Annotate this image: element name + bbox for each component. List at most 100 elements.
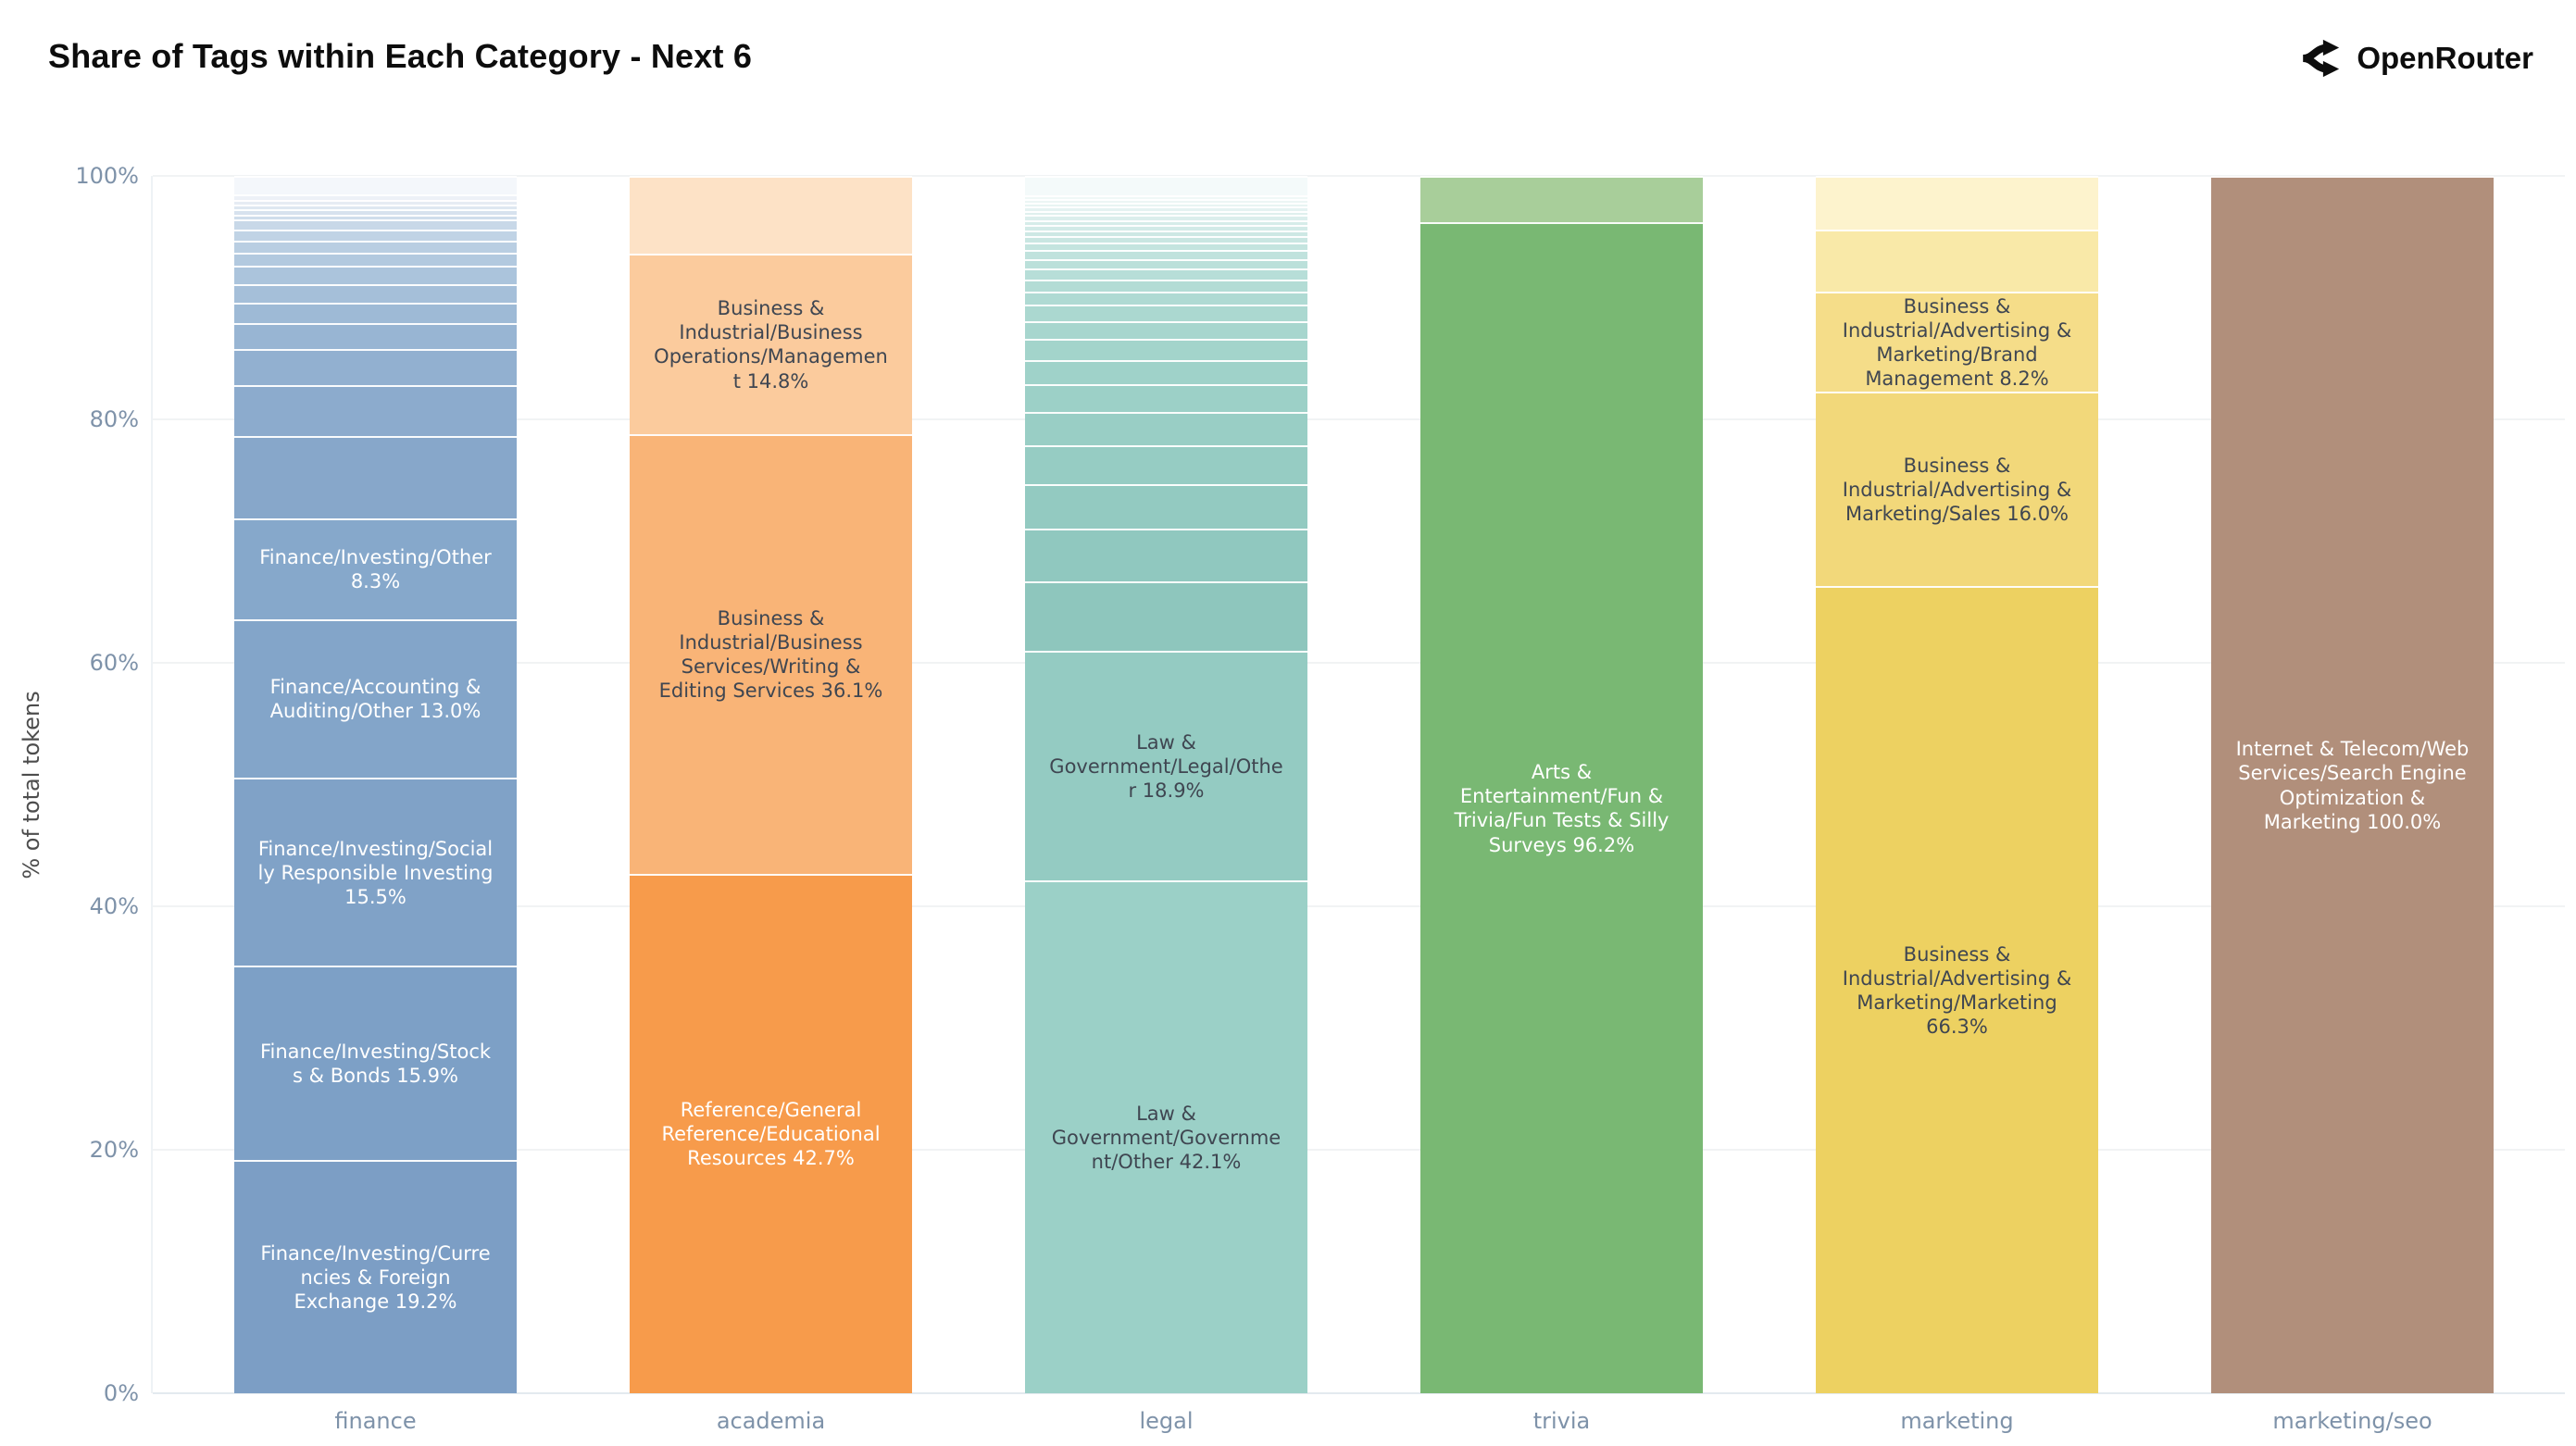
bar-segment[interactable] [1025,580,1307,651]
bar-segment[interactable]: Law & Government/Government/Other 42.1% [1025,880,1307,1393]
y-tick-label: 60% [89,650,139,676]
bar-segment[interactable] [1420,176,1703,222]
bar-segment[interactable] [234,266,517,285]
segment-label: Business & Industrial/Advertising & Mark… [1842,454,2072,525]
y-tick-label: 100% [75,163,139,189]
page-title: Share of Tags within Each Category - Nex… [48,37,753,75]
bar-segment[interactable] [234,230,517,241]
bar-segment[interactable] [1025,243,1307,251]
bar-segment[interactable] [1025,224,1307,231]
bar-segment[interactable] [1025,529,1307,581]
x-axis-label-marketing: marketing [1900,1408,2014,1434]
bar-segment[interactable] [1025,195,1307,200]
bar-segment[interactable] [1025,359,1307,384]
bar-segment[interactable] [234,240,517,253]
bar-segment[interactable] [1025,219,1307,225]
bar-segment[interactable] [1025,206,1307,211]
bar-segment[interactable] [1025,383,1307,413]
bar-column-marketing: Business & Industrial/Advertising & Mark… [1759,176,2155,1434]
bar-segment[interactable] [1025,279,1307,293]
segment-label: Business & Industrial/Advertising & Mark… [1842,294,2072,390]
bar-segment[interactable]: Internet & Telecom/Web Services/Search E… [2211,176,2494,1393]
bar-segment[interactable] [1025,230,1307,237]
bar-segment[interactable] [234,219,517,230]
stacked-bar-academia: Reference/General Reference/Educational … [630,176,912,1393]
bar-segment[interactable] [1025,305,1307,321]
x-axis-label-trivia: trivia [1532,1408,1591,1434]
bar-segment[interactable] [1025,483,1307,530]
bar-segment[interactable] [1025,199,1307,204]
brand-name: OpenRouter [2357,41,2533,75]
bar-segment[interactable] [1025,412,1307,445]
segment-label: Business & Industrial/Business Services/… [658,607,883,703]
bar-segment[interactable] [1025,268,1307,280]
y-axis-line [151,176,153,1393]
bar-segment[interactable] [234,214,517,220]
bar-segment[interactable]: Law & Government/Legal/Other 18.9% [1025,650,1307,881]
bar-segment[interactable] [1025,176,1307,196]
bar-segment[interactable]: Finance/Investing/Stocks & Bonds 15.9% [234,966,517,1160]
bar-segment[interactable]: Business & Industrial/Advertising & Mark… [1816,291,2098,392]
bar-segment[interactable] [234,348,517,386]
bar-segment[interactable] [234,193,517,200]
segment-label: Arts & Entertainment/Fun & Trivia/Fun Te… [1454,761,1669,856]
bar-segment[interactable] [1816,176,2098,230]
bar-segment[interactable] [1025,320,1307,340]
y-axis-title: % of total tokens [19,691,44,879]
y-tick-label: 80% [89,406,139,432]
bar-column-academia: Reference/General Reference/Educational … [573,176,969,1434]
openrouter-logo-icon [2299,37,2342,80]
bar-segment[interactable] [1025,203,1307,207]
x-axis-label-marketing/seo: marketing/seo [2272,1408,2432,1434]
bar-segment[interactable] [1025,258,1307,269]
segment-label: Law & Government/Legal/Other 18.9% [1049,731,1283,803]
bar-segment[interactable]: Arts & Entertainment/Fun & Trivia/Fun Te… [1420,221,1703,1393]
segment-label: Business & Industrial/Business Operation… [654,297,888,393]
bar-segment[interactable] [234,385,517,437]
bar-segment[interactable] [234,252,517,267]
gridline-80 [153,418,2565,420]
bar-segment[interactable] [234,205,517,210]
gridline-60 [153,662,2565,664]
bar-segment[interactable] [630,176,912,255]
bar-segment[interactable] [1025,339,1307,360]
bar-segment[interactable] [234,323,517,349]
segment-label: Finance/Investing/Currencies & Foreign E… [260,1241,491,1313]
bar-segment[interactable] [1025,215,1307,220]
x-axis-label-legal: legal [1139,1408,1194,1434]
bar-segment[interactable] [1025,444,1307,484]
bar-column-marketing/seo: Internet & Telecom/Web Services/Search E… [2155,176,2550,1434]
bar-segment[interactable] [234,176,517,194]
bar-segment[interactable] [234,302,517,324]
bar-segment[interactable]: Finance/Investing/Socially Responsible I… [234,777,517,966]
stacked-bar-legal: Law & Government/Government/Other 42.1% L… [1025,176,1307,1393]
segment-label: Business & Industrial/Advertising & Mark… [1842,943,2072,1039]
bar-segment[interactable] [1025,250,1307,259]
stacked-bar-finance: Finance/Investing/Currencies & Foreign E… [234,176,517,1393]
bar-segment[interactable]: Finance/Accounting & Auditing/Other 13.0… [234,618,517,778]
bar-segment[interactable] [1025,210,1307,216]
bar-segment[interactable]: Business & Industrial/Advertising & Mark… [1816,586,2098,1393]
bar-segment[interactable]: Finance/Investing/Currencies & Foreign E… [234,1159,517,1393]
bar-segment[interactable] [1816,229,2098,292]
bar-segment[interactable]: Reference/General Reference/Educational … [630,873,912,1393]
bar-segment[interactable]: Finance/Investing/Other 8.3% [234,517,517,619]
bar-column-trivia: Arts & Entertainment/Fun & Trivia/Fun Te… [1364,176,1759,1434]
bar-segment[interactable]: Business & Industrial/Business Services/… [630,433,912,874]
bar-segment[interactable] [234,284,517,303]
segment-label: Finance/Investing/Socially Responsible I… [257,837,494,908]
bar-segment[interactable] [234,209,517,215]
stacked-bar-marketing/seo: Internet & Telecom/Web Services/Search E… [2211,176,2494,1393]
bar-segment[interactable] [1025,292,1307,305]
gridline-20 [153,1149,2565,1151]
bar-segment[interactable] [234,436,517,518]
bar-segment[interactable]: Business & Industrial/Business Operation… [630,254,912,434]
bar-segment[interactable]: Business & Industrial/Advertising & Mark… [1816,391,2098,587]
bar-segment[interactable] [234,199,517,206]
bar-column-finance: Finance/Investing/Currencies & Foreign E… [178,176,573,1434]
bar-segment[interactable] [1025,236,1307,243]
segment-label: Law & Government/Government/Other 42.1% [1051,1103,1282,1174]
segment-label: Finance/Investing/Other 8.3% [259,546,492,593]
segment-label: Finance/Investing/Stocks & Bonds 15.9% [259,1040,492,1087]
